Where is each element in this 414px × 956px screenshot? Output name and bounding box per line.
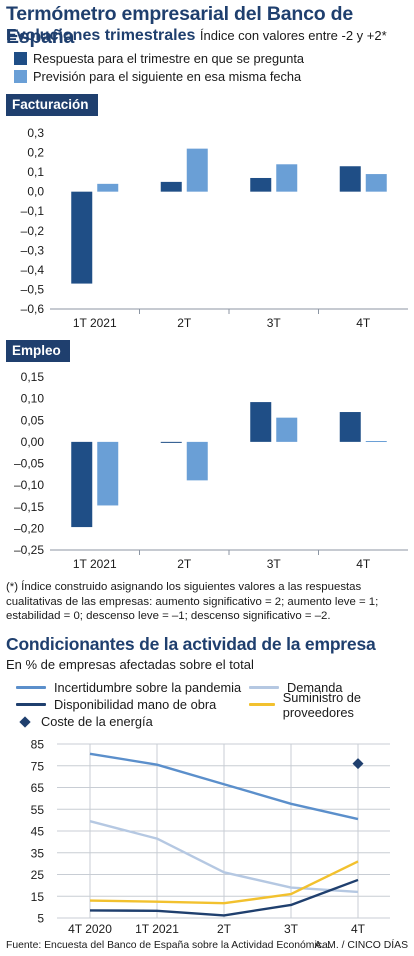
legend-label-respuesta: Respuesta para el trimestre en que se pr… <box>33 50 305 66</box>
empleo-bar <box>339 412 361 442</box>
empleo-bar <box>365 441 387 443</box>
empleo-bar <box>71 441 93 528</box>
legend-item-suministro: Suministro de proveedores <box>249 690 414 720</box>
conditions-xtick-label: 2T <box>217 922 232 936</box>
conditions-xtick-label: 3T <box>284 922 299 936</box>
legend-item-demanda: Demanda <box>249 679 343 696</box>
panel-label-facturacion: Facturación <box>6 94 98 116</box>
conditions-energy-marker <box>352 758 364 770</box>
facturacion-ytick-label: –0,6 <box>21 302 45 316</box>
empleo-bar <box>250 402 272 442</box>
conditions-series-line <box>89 878 359 917</box>
conditions-ytick-label: 15 <box>31 890 45 904</box>
conditions-ytick-label: 75 <box>31 759 45 773</box>
empleo-xtick-label: 4T <box>356 557 371 571</box>
facturacion-ytick-label: 0,0 <box>27 185 44 199</box>
conditions-ytick-label: 25 <box>31 868 45 882</box>
subtitle-bold: Evoluciones trimestrales <box>6 27 196 44</box>
conditions-xtick-label: 4T <box>351 922 366 936</box>
legend-label-demanda: Demanda <box>287 680 343 695</box>
facturacion-xtick-label: 3T <box>267 316 282 330</box>
legend-label-prevision: Previsión para el siguiente en esa misma… <box>33 68 302 84</box>
facturacion-xtick-label: 4T <box>356 316 371 330</box>
empleo-ytick-label: –0,15 <box>14 500 44 514</box>
panel-label-empleo: Empleo <box>6 340 70 362</box>
conditions-xtick-label: 4T 2020 <box>68 922 112 936</box>
empleo-xtick-label: 2T <box>177 557 192 571</box>
footnote: (*) Índice construido asignando los sigu… <box>6 581 379 622</box>
empleo-xtick-label: 3T <box>267 557 282 571</box>
facturacion-bar <box>250 177 272 192</box>
conditions-series-line <box>89 752 359 821</box>
conditions-ytick-label: 65 <box>31 781 45 795</box>
legend-label-suministro: Suministro de proveedores <box>282 689 361 720</box>
facturacion-xtick-label: 2T <box>177 316 192 330</box>
empleo-ytick-label: –0,20 <box>14 521 44 535</box>
chart-subtitle: Evoluciones trimestrales Índice con valo… <box>6 27 387 45</box>
conditions-xtick-label: 1T 2021 <box>135 922 179 936</box>
empleo-ytick-label: –0,25 <box>14 543 44 557</box>
facturacion-ytick-label: –0,4 <box>21 263 45 277</box>
facturacion-ytick-label: –0,1 <box>21 204 45 218</box>
empleo-ytick-label: –0,05 <box>14 457 44 471</box>
facturacion-bar <box>186 148 208 192</box>
legend-marker-energia <box>19 715 31 728</box>
legend-label-mano-obra: Disponibilidad mano de obra <box>54 697 217 712</box>
conditions-series-line <box>89 820 359 894</box>
credit: A. M. / CINCO DÍAS <box>314 940 408 951</box>
facturacion-ytick-label: 0,1 <box>27 165 44 179</box>
conditions-ytick-label: 5 <box>37 912 44 926</box>
empleo-bar-chart: 0,15 0,10 0,05 0,00 –0,05 –0,10 –0,15 –0,20 –0,2… <box>14 370 408 571</box>
legend-item-mano-obra: Disponibilidad mano de obra <box>16 696 216 713</box>
legend-line-mano-obra <box>16 703 46 706</box>
legend-label-energia: Coste de la energía <box>41 714 153 729</box>
facturacion-bar <box>97 183 119 192</box>
legend-line-incertidumbre <box>16 686 46 689</box>
conditions-ytick-label: 35 <box>31 846 45 860</box>
empleo-ytick-label: 0,10 <box>21 392 45 406</box>
facturacion-bar <box>365 174 387 192</box>
facturacion-ytick-label: 0,3 <box>27 126 44 140</box>
empleo-ytick-label: 0,00 <box>21 435 45 449</box>
facturacion-xtick-label: 1T 2021 <box>73 316 117 330</box>
legend-swatch-prevision <box>14 69 27 83</box>
conditions-subtitle: En % de empresas afectadas sobre el tota… <box>6 657 254 672</box>
empleo-bar <box>186 441 208 481</box>
facturacion-bar <box>71 191 93 284</box>
empleo-xtick-label: 1T 2021 <box>73 557 117 571</box>
empleo-bar <box>276 417 298 442</box>
facturacion-ytick-label: –0,2 <box>21 224 45 238</box>
empleo-ytick-label: 0,05 <box>21 413 45 427</box>
facturacion-ytick-label: –0,3 <box>21 243 45 257</box>
legend-item-prevision: Previsión para el siguiente en esa misma… <box>14 67 304 85</box>
empleo-bar <box>160 441 182 443</box>
conditions-ytick-label: 45 <box>31 825 45 839</box>
conditions-title: Condicionantes de la actividad de la emp… <box>6 634 376 654</box>
source-note: Fuente: Encuesta del Banco de España sob… <box>6 940 331 951</box>
facturacion-bar <box>339 166 361 192</box>
legend-item-energia: Coste de la energía <box>16 713 153 730</box>
empleo-bar <box>97 441 119 506</box>
conditions-ytick-label: 55 <box>31 803 45 817</box>
conditions-series-line <box>89 860 359 905</box>
legend-item-respuesta: Respuesta para el trimestre en que se pr… <box>14 49 304 67</box>
legend-swatch-respuesta <box>14 51 27 65</box>
facturacion-ytick-label: 0,2 <box>27 146 44 160</box>
subtitle-note: Índice con valores entre -2 y +2* <box>199 28 387 43</box>
conditions-line-chart: 5 15 25 35 45 55 65 75 85 4T 2020 1T 2021 2T 3T 4T <box>31 738 390 936</box>
facturacion-bar <box>276 164 298 192</box>
legend-label-incertidumbre: Incertidumbre sobre la pandemia <box>54 680 242 695</box>
facturacion-bar-chart: 0,3 0,2 0,1 0,0 –0,1 –0,2 –0,3 –0,4 –0,5 –0,6 1T 2… <box>21 126 408 330</box>
bar-legend: Respuesta para el trimestre en que se pr… <box>14 49 304 85</box>
chart-title: Termómetro empresarial del Banco de Espa… <box>6 3 354 48</box>
conditions-ytick-label: 85 <box>31 738 45 752</box>
legend-line-suministro <box>249 703 275 706</box>
legend-line-demanda <box>249 686 279 689</box>
facturacion-ytick-label: –0,5 <box>21 282 45 296</box>
legend-item-incertidumbre: Incertidumbre sobre la pandemia <box>16 679 241 696</box>
empleo-ytick-label: 0,15 <box>21 370 45 384</box>
facturacion-bar <box>160 181 182 192</box>
empleo-ytick-label: –0,10 <box>14 478 44 492</box>
